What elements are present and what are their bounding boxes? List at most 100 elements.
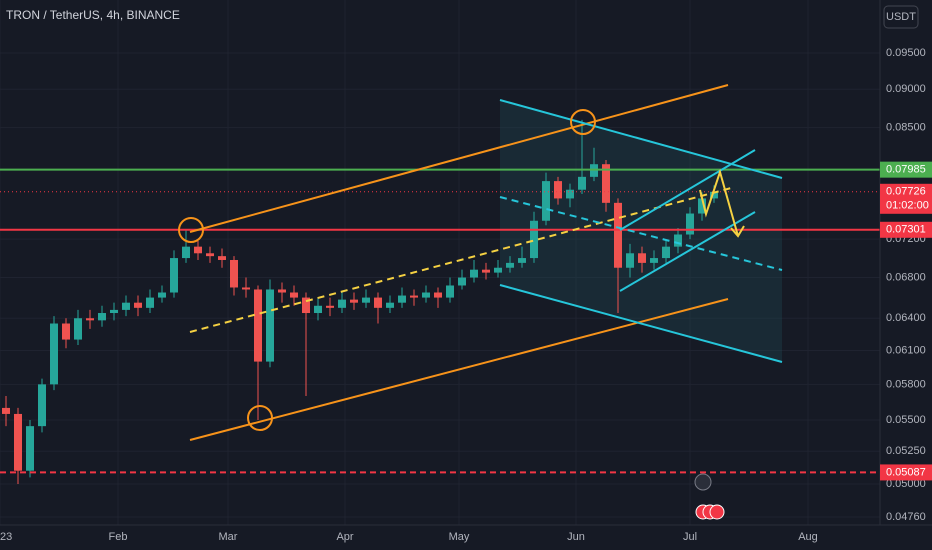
candle-body xyxy=(386,302,394,308)
candle-body xyxy=(578,176,586,190)
trend-line xyxy=(499,99,783,179)
price-label: 0.05087 xyxy=(886,466,926,478)
x-tick-label: May xyxy=(449,531,470,543)
drawings xyxy=(178,84,783,520)
axis-labels: 0.095000.090000.085000.072000.068000.064… xyxy=(0,47,932,543)
candle-body xyxy=(146,297,154,308)
candle-body xyxy=(362,297,370,303)
currency-button[interactable] xyxy=(883,5,919,29)
candle-body xyxy=(122,302,130,310)
event-icon[interactable] xyxy=(709,504,725,520)
x-tick-label: Jun xyxy=(567,531,585,543)
y-tick-label: 0.08500 xyxy=(886,122,926,134)
y-tick-label: 0.05000 xyxy=(886,478,926,490)
channel-zone xyxy=(500,100,782,362)
candle-body xyxy=(674,234,682,247)
candle-body xyxy=(170,258,178,293)
y-tick-label: 0.09000 xyxy=(886,83,926,95)
candle-body xyxy=(410,295,418,298)
candle-body xyxy=(14,413,22,471)
candle-body xyxy=(182,246,190,259)
candle-body xyxy=(74,318,82,340)
currency-label[interactable]: USDT xyxy=(886,11,916,23)
x-tick-label: Apr xyxy=(336,531,353,543)
event-icon[interactable] xyxy=(694,473,712,491)
price-label: 0.07726 xyxy=(886,186,926,198)
candle-body xyxy=(434,292,442,298)
y-tick-label: 0.06100 xyxy=(886,344,926,356)
candle-body xyxy=(302,297,310,314)
grid xyxy=(0,0,880,525)
trend-line xyxy=(619,211,756,292)
price-label-box xyxy=(880,221,932,238)
candle-body xyxy=(686,213,694,235)
y-tick-label: 0.05800 xyxy=(886,378,926,390)
candle-body xyxy=(602,164,610,203)
x-tick-label: Mar xyxy=(219,531,238,543)
x-tick-label: Aug xyxy=(798,531,818,543)
candle-body xyxy=(218,256,226,260)
candle-body xyxy=(518,258,526,263)
candle-body xyxy=(278,289,286,293)
price-label-box xyxy=(880,183,932,214)
candle-body xyxy=(38,384,46,427)
candle-body xyxy=(662,246,670,259)
y-tick-label: 0.09500 xyxy=(886,47,926,59)
highlight-circle xyxy=(178,217,204,243)
candle-body xyxy=(26,426,34,471)
candle-body xyxy=(254,289,262,362)
price-axis xyxy=(880,0,932,550)
candle-body xyxy=(458,277,466,286)
candle-body xyxy=(290,292,298,298)
trend-line xyxy=(189,84,729,233)
candle-body xyxy=(98,313,106,321)
highlight-circle xyxy=(247,405,273,431)
trend-line xyxy=(499,196,783,271)
y-tick-label: 0.05250 xyxy=(886,445,926,457)
candle-body xyxy=(350,299,358,303)
x-tick-label: Feb xyxy=(109,531,128,543)
candle-body xyxy=(710,191,718,199)
x-tick-label: Jul xyxy=(683,531,697,543)
candle-body xyxy=(398,295,406,303)
candles xyxy=(2,119,718,485)
candle-body xyxy=(626,253,634,268)
candle-body xyxy=(230,259,238,288)
projection-arrow xyxy=(699,168,739,237)
candle-body xyxy=(314,305,322,314)
candle-body xyxy=(2,407,10,414)
candle-body xyxy=(638,253,646,263)
price-label: 0.07301 xyxy=(886,224,926,236)
candle-body xyxy=(374,297,382,308)
trend-line xyxy=(499,284,783,363)
countdown-label: 01:02:00 xyxy=(886,200,929,212)
highlight-circle xyxy=(570,109,596,135)
y-tick-label: 0.06800 xyxy=(886,271,926,283)
candle-body xyxy=(554,181,562,199)
candle-body xyxy=(614,202,622,268)
candle-body xyxy=(650,258,658,263)
candle-body xyxy=(134,302,142,308)
candle-body xyxy=(158,292,166,298)
candle-body xyxy=(470,269,478,278)
x-tick-label: 23 xyxy=(0,531,12,543)
trend-line xyxy=(619,149,756,231)
arrow-head xyxy=(730,225,745,238)
candle-body xyxy=(698,198,706,214)
candle-body xyxy=(494,267,502,273)
candle-body xyxy=(566,189,574,199)
candle-body xyxy=(242,287,250,290)
candle-body xyxy=(446,285,454,298)
candle-body xyxy=(506,262,514,268)
price-label-box xyxy=(880,161,932,178)
candle-body xyxy=(110,309,118,314)
candle-body xyxy=(194,246,202,254)
candle-body xyxy=(422,292,430,298)
candle-body xyxy=(542,181,550,221)
candle-body xyxy=(326,305,334,308)
chart-title: TRON / TetherUS, 4h, BINANCE xyxy=(6,8,180,22)
candle-body xyxy=(86,318,94,321)
candle-body xyxy=(266,289,274,362)
